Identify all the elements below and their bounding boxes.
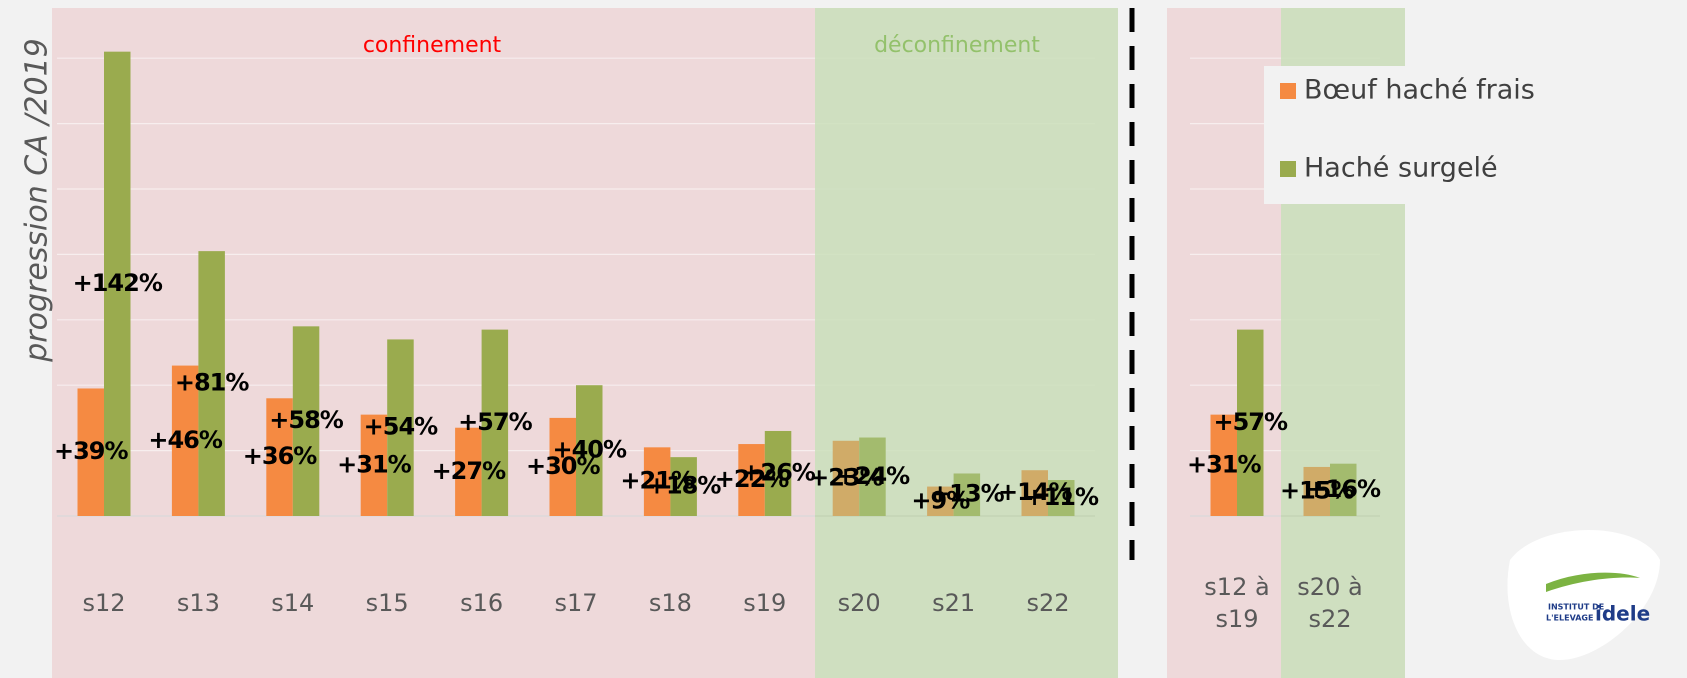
data-label: +9% bbox=[911, 486, 970, 514]
x-tick-label: s18 bbox=[648, 589, 692, 617]
data-label: +16% bbox=[1306, 475, 1381, 503]
legend-swatch bbox=[1280, 161, 1296, 177]
data-label: +22% bbox=[715, 465, 790, 493]
bar bbox=[764, 430, 792, 516]
legend-label: Bœuf haché frais bbox=[1304, 75, 1535, 106]
bar bbox=[1237, 329, 1264, 516]
bar bbox=[104, 51, 131, 516]
data-label: +142% bbox=[73, 269, 163, 297]
bar bbox=[1210, 414, 1237, 516]
bar bbox=[266, 398, 293, 516]
annotation: confinement bbox=[363, 33, 502, 58]
logo-text: INSTITUT DE bbox=[1548, 603, 1604, 612]
bar bbox=[387, 339, 414, 516]
bar bbox=[738, 444, 765, 516]
data-label: +58% bbox=[269, 406, 344, 434]
data-label: +81% bbox=[175, 369, 250, 397]
x-tick-label: s19 bbox=[743, 589, 787, 617]
data-label: +14% bbox=[998, 478, 1073, 506]
data-label: +21% bbox=[620, 467, 695, 495]
bar bbox=[455, 427, 482, 516]
data-label: +54% bbox=[364, 413, 439, 441]
legend: Bœuf haché frais Haché surgelé bbox=[1264, 66, 1535, 204]
bar bbox=[549, 417, 576, 516]
y-axis-label: progression CA /2019 bbox=[20, 38, 55, 363]
bar bbox=[576, 385, 603, 516]
data-label: +13% bbox=[930, 480, 1005, 508]
bar bbox=[198, 251, 225, 516]
x-tick-label: s14 bbox=[271, 589, 315, 617]
data-label: +27% bbox=[432, 457, 507, 485]
data-label: +23% bbox=[809, 463, 884, 491]
x-tick-label: s21 bbox=[932, 589, 976, 617]
data-label: +31% bbox=[1187, 450, 1262, 478]
x-tick-label: s17 bbox=[554, 589, 598, 617]
legend-swatch bbox=[1280, 83, 1296, 99]
bar bbox=[360, 414, 388, 516]
x-tick-label: s22 bbox=[1026, 589, 1070, 617]
logo-brand: idele bbox=[1595, 602, 1650, 626]
x-tick-label: s12 bbox=[82, 589, 126, 617]
data-label: +18% bbox=[647, 472, 722, 500]
bar bbox=[171, 365, 199, 516]
x-tick-label: s16 bbox=[460, 589, 504, 617]
logo-shape bbox=[1507, 530, 1660, 660]
bar bbox=[481, 329, 509, 516]
data-label: +46% bbox=[148, 426, 223, 454]
data-label: +26% bbox=[741, 458, 816, 486]
data-label: +39% bbox=[54, 437, 129, 465]
bar bbox=[292, 326, 320, 516]
x-tick-label: s20 bbox=[837, 589, 881, 617]
bar bbox=[77, 388, 104, 516]
x-tick-label: s13 bbox=[176, 589, 220, 617]
logo-swoosh bbox=[1546, 572, 1640, 592]
data-label: +24% bbox=[836, 462, 911, 490]
data-label: +15% bbox=[1280, 476, 1355, 504]
data-label: +31% bbox=[337, 450, 412, 478]
legend-label: Haché surgelé bbox=[1304, 153, 1498, 184]
data-label: +40% bbox=[552, 436, 627, 464]
bar bbox=[643, 447, 671, 516]
logo-text: L'ELEVAGE bbox=[1546, 614, 1593, 623]
data-label: +11% bbox=[1024, 483, 1099, 511]
x-tick-label: s12 à s19 bbox=[1204, 573, 1270, 633]
logo: INSTITUT DE L'ELEVAGE idele bbox=[1507, 530, 1660, 660]
zone-confinement bbox=[52, 8, 815, 678]
zone-deconfinement bbox=[815, 8, 1118, 678]
bar bbox=[670, 457, 697, 516]
data-label: +57% bbox=[1213, 408, 1288, 436]
x-tick-label: s20 à s22 bbox=[1297, 573, 1363, 633]
data-label: +57% bbox=[458, 408, 533, 436]
data-label: +30% bbox=[526, 452, 601, 480]
x-tick-label: s15 bbox=[365, 589, 409, 617]
data-label: +36% bbox=[243, 442, 318, 470]
